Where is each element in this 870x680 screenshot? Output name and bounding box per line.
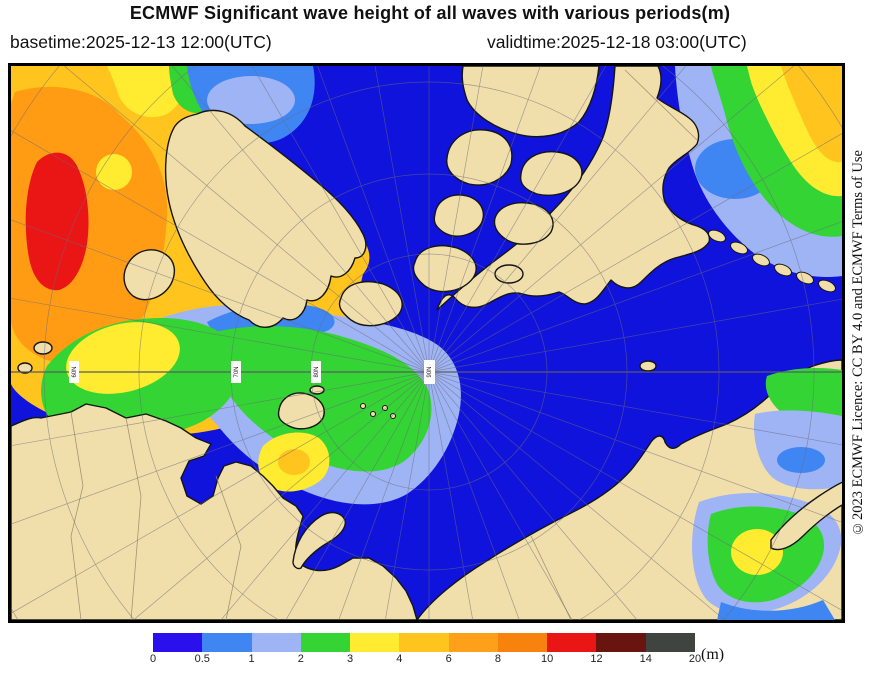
lat-label-70: 70N [234,366,240,377]
legend-tick: 0 [149,653,157,665]
legend-tick: 10 [541,653,554,665]
land-svalbard-islet [309,385,325,395]
region-svalbard-4-6 [278,449,310,475]
region-bering-4-6 [775,66,842,163]
island-d [493,202,554,245]
page-title: ECMWF Significant wave height of all wav… [129,3,731,23]
legend-tick: 12 [590,653,603,665]
legend-tick: 0.5 [194,653,210,665]
region-okhotsk-dodger [717,600,835,620]
lat-label-pole: 90N [427,366,433,377]
land-novaya-zemlya [292,511,346,570]
land-europe-russia [11,403,418,620]
legend-segment [645,633,695,652]
land-kamchatka [770,481,842,551]
colorbar [153,633,695,652]
island-a [446,129,513,186]
legend-tick: 1 [248,653,255,665]
island-ellesmere [461,66,600,138]
island-chain-aleutian [708,229,836,293]
copyright-credit: ©2023 ECMWF Licence: CC BY 4.0 and ECMWF… [850,150,866,536]
legend-segment [202,633,252,652]
region-atlantic-yellow-band [107,66,187,118]
ocean-regions-southeast [692,368,842,620]
lat-label-80: 80N [314,366,320,377]
legend-tick: 3 [347,653,354,665]
island-c [433,194,485,237]
region-atlantic-yellow-spot [96,154,132,190]
land-svalbard [277,392,325,430]
legend-segment [153,633,203,652]
legend-segment [547,633,597,652]
legend-segment [448,633,498,652]
region-lincoln-light [207,76,295,124]
legend-tick: 20 [688,653,702,665]
land-iceland [123,249,176,301]
region-norwegian-3-4 [66,322,180,394]
legend-tick: 8 [494,653,501,665]
island-wrangel [639,360,657,372]
legend-segment [399,633,449,652]
legend-segment [497,633,548,652]
legend-tick: 2 [297,653,304,665]
legend-tick: 14 [639,653,652,665]
region-atlantic-10-12 [25,152,89,291]
region-okhotsk-3-4 [731,529,783,575]
legend-segment [251,633,301,652]
island-faroe [33,341,53,355]
wave-height-map: 60N 70N 80N 90N [8,63,845,623]
island-small [494,264,524,284]
island-banks [338,280,403,327]
colorbar-ticks: 0 0.5 1 2 3 4 6 8 10 12 14 20 [149,653,713,667]
legend-tick: 4 [396,653,403,665]
legend-segment [596,633,646,652]
basetime-label: basetime:2025-12-13 12:00(UTC) [10,32,272,52]
legend-tick: 6 [445,653,452,665]
island-b [519,151,583,196]
region-bering-south-dodger [777,447,825,473]
land-greenland [164,109,367,328]
legend-unit: (m) [701,646,725,663]
latitude-labels: 60N 70N 80N 90N [69,360,435,384]
island-shetland [17,362,33,374]
legend-segment [300,633,351,652]
land-franz-josef [360,403,396,419]
lat-label-60: 60N [72,366,78,377]
validtime-label: validtime:2025-12-18 03:00(UTC) [487,32,747,52]
legend-segment [350,633,400,652]
map-canvas: 60N 70N 80N 90N [11,66,842,620]
